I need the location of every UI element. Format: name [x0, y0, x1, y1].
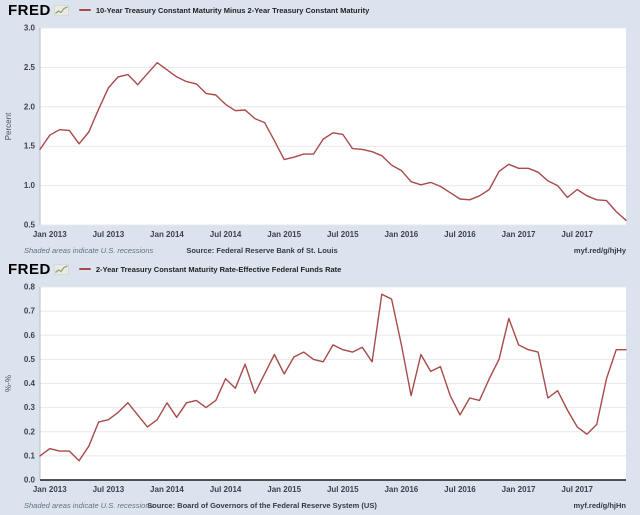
fred-logo: FRED [8, 1, 51, 19]
fred-sparkline-icon [53, 263, 70, 275]
svg-text:Jul 2014: Jul 2014 [210, 230, 242, 239]
svg-text:Jul 2014: Jul 2014 [210, 485, 242, 494]
svg-text:Jul 2016: Jul 2016 [444, 485, 476, 494]
svg-text:Jan 2016: Jan 2016 [384, 230, 418, 239]
chart-header: FRED 2-Year Treasury Constant Maturity R… [0, 259, 640, 279]
svg-text:0.0: 0.0 [24, 476, 36, 485]
svg-text:0.5: 0.5 [24, 355, 36, 364]
svg-text:Jan 2017: Jan 2017 [502, 230, 536, 239]
svg-text:Jan 2014: Jan 2014 [150, 485, 184, 494]
fred-logo: FRED [8, 260, 51, 278]
svg-text:0.7: 0.7 [24, 307, 36, 316]
chart-footer: Shaded areas indicate U.S. recessions So… [0, 243, 640, 260]
legend-line-swatch [78, 268, 91, 270]
svg-text:Jul 2016: Jul 2016 [444, 230, 476, 239]
svg-text:0.4: 0.4 [24, 379, 36, 388]
svg-text:Jan 2015: Jan 2015 [267, 230, 301, 239]
source-text: Source: Board of Governors of the Federa… [147, 501, 377, 510]
svg-text:Jan 2014: Jan 2014 [150, 230, 184, 239]
line-chart-10y-minus-2y: 0.5 1.0 1.5 2.0 2.5 3.0 Jan 2013 Jul 2013 Jan 20… [4, 24, 627, 239]
svg-text:0.8: 0.8 [24, 283, 36, 292]
legend: 10-Year Treasury Constant Maturity Minus… [78, 5, 370, 15]
svg-text:Jul 2017: Jul 2017 [561, 485, 593, 494]
svg-text:0.2: 0.2 [24, 427, 36, 436]
fred-chart-panel-2y-minus-effr: FRED 2-Year Treasury Constant Maturity R… [0, 259, 640, 515]
svg-text:%-%: %-% [4, 375, 13, 392]
svg-text:Jul 2015: Jul 2015 [327, 230, 359, 239]
recession-note: Shaded areas indicate U.S. recessions [24, 501, 154, 510]
svg-text:1.0: 1.0 [24, 181, 36, 190]
recession-note: Shaded areas indicate U.S. recessions [24, 246, 154, 255]
svg-text:1.5: 1.5 [24, 142, 36, 151]
fred-sparkline-icon [53, 4, 70, 16]
svg-text:0.6: 0.6 [24, 331, 36, 340]
fred-shortlink[interactable]: myf.red/g/hjHy [573, 246, 626, 255]
svg-text:Jan 2017: Jan 2017 [502, 485, 536, 494]
svg-text:0.1: 0.1 [24, 451, 36, 460]
svg-text:2.5: 2.5 [24, 63, 36, 72]
svg-text:Jul 2017: Jul 2017 [561, 230, 593, 239]
svg-text:Jul 2015: Jul 2015 [327, 485, 359, 494]
fred-chart-panel-spread-10y-2y: FRED 10-Year Treasury Constant Maturity … [0, 0, 640, 260]
svg-text:0.5: 0.5 [24, 221, 36, 230]
svg-text:2.0: 2.0 [24, 102, 36, 111]
svg-text:0.3: 0.3 [24, 403, 36, 412]
chart-footer: Shaded areas indicate U.S. recessions So… [0, 498, 640, 515]
svg-text:Jan 2013: Jan 2013 [33, 485, 67, 494]
line-chart-2y-minus-fedfunds: 0.0 0.1 0.2 0.3 0.4 0.5 0.6 0.7 0.8 Jan 2013 Jul 2… [4, 283, 627, 494]
legend-line-swatch [78, 9, 91, 11]
fred-shortlink[interactable]: myf.red/g/hjHn [573, 501, 626, 510]
svg-text:Jan 2013: Jan 2013 [33, 230, 67, 239]
svg-text:Jan 2015: Jan 2015 [267, 485, 301, 494]
svg-text:Percent: Percent [4, 112, 13, 140]
source-text: Source: Federal Reserve Bank of St. Loui… [186, 246, 338, 255]
svg-text:Jan 2016: Jan 2016 [384, 485, 418, 494]
svg-text:Jul 2013: Jul 2013 [93, 230, 125, 239]
svg-text:Jul 2013: Jul 2013 [93, 485, 125, 494]
legend-label: 10-Year Treasury Constant Maturity Minus… [95, 5, 370, 15]
svg-text:3.0: 3.0 [24, 24, 36, 33]
legend-label: 2-Year Treasury Constant Maturity Rate-E… [95, 264, 342, 274]
chart-header: FRED 10-Year Treasury Constant Maturity … [0, 0, 640, 20]
legend: 2-Year Treasury Constant Maturity Rate-E… [78, 264, 342, 274]
